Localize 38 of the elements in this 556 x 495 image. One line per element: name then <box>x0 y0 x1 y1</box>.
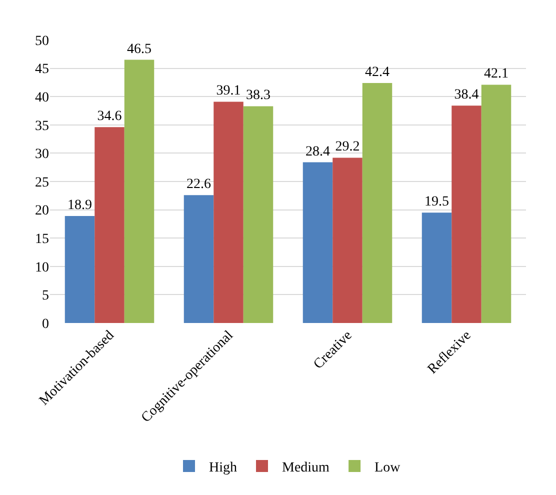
legend-label: High <box>209 460 237 476</box>
y-tick-label: 0 <box>42 316 49 332</box>
bar <box>332 158 362 323</box>
bar <box>94 127 124 323</box>
bar <box>64 216 95 323</box>
data-label: 28.4 <box>306 144 330 160</box>
y-tick-label: 45 <box>35 62 49 78</box>
data-label: 18.9 <box>68 198 92 214</box>
y-tick-label: 15 <box>35 232 49 247</box>
data-label: 38.3 <box>246 88 271 104</box>
legend-label: Medium <box>282 460 330 476</box>
bar <box>302 162 333 323</box>
data-label: 38.4 <box>454 88 479 103</box>
bar <box>422 212 452 323</box>
bar <box>481 84 512 323</box>
data-label: 34.6 <box>97 109 122 124</box>
data-label: 46.5 <box>127 42 152 57</box>
bar <box>124 60 154 323</box>
bar <box>452 106 482 323</box>
data-label: 42.1 <box>484 66 509 82</box>
y-tick-label: 5 <box>42 288 49 304</box>
data-label: 22.6 <box>186 177 212 192</box>
data-label: 42.4 <box>365 65 390 80</box>
data-label: 39.1 <box>216 84 241 99</box>
legend-label: Low <box>374 460 402 476</box>
bar <box>214 102 244 323</box>
y-tick-label: 20 <box>35 204 49 219</box>
bar <box>243 106 274 323</box>
y-tick-label: 30 <box>35 147 49 162</box>
y-tick-label: 35 <box>35 118 49 134</box>
bar <box>184 195 214 323</box>
y-tick-label: 10 <box>35 260 49 276</box>
data-label: 29.2 <box>335 140 360 155</box>
data-label: 19.5 <box>424 194 450 210</box>
y-tick-label: 50 <box>35 34 49 49</box>
bar <box>362 83 392 323</box>
y-tick-label: 40 <box>35 90 49 106</box>
y-tick-label: 25 <box>35 175 49 190</box>
